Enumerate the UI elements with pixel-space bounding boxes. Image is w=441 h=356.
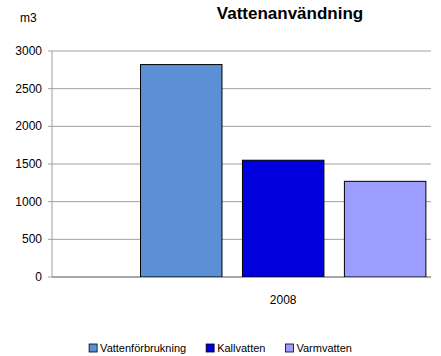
chart-svg: Vattenanvändning m3 0 500 1000 1500 2000 2500 30…	[0, 0, 441, 356]
y-tick-label: 500	[22, 232, 42, 246]
y-tick	[48, 126, 52, 127]
chart-title: Vattenanvändning	[217, 4, 363, 23]
legend-swatch	[285, 344, 293, 352]
bar	[344, 181, 425, 277]
grid-line	[52, 88, 431, 89]
legend-item: Varmvatten	[285, 342, 351, 354]
y-tick	[48, 88, 52, 89]
bar	[140, 65, 221, 277]
y-tick	[48, 51, 52, 52]
y-tick	[48, 277, 52, 278]
y-tick-label: 2000	[15, 119, 42, 133]
y-tick	[48, 201, 52, 202]
bar	[242, 160, 323, 277]
y-tick-label: 3000	[15, 44, 42, 58]
legend-item: Kallvatten	[206, 342, 265, 354]
grid	[48, 51, 431, 277]
y-tick-label: 1500	[15, 157, 42, 171]
y-tick-label: 2500	[15, 82, 42, 96]
y-tick	[48, 164, 52, 165]
legend-item: Vattenförbrukning	[89, 342, 186, 354]
legend-swatch	[89, 344, 97, 352]
grid-line	[52, 51, 431, 52]
bars	[140, 65, 425, 277]
legend-label: Vattenförbrukning	[100, 342, 186, 354]
y-axis-line	[52, 51, 53, 277]
legend-label: Kallvatten	[217, 342, 265, 354]
chart-container: Vattenanvändning m3 0 500 1000 1500 2000 2500 30…	[0, 0, 441, 356]
y-tick-label: 1000	[15, 195, 42, 209]
legend: Vattenförbrukning Kallvatten Varmvatten	[89, 342, 352, 354]
legend-swatch	[206, 344, 214, 352]
legend-label: Varmvatten	[296, 342, 351, 354]
grid-line	[52, 164, 431, 165]
y-tick-label: 0	[35, 270, 42, 284]
y-tick	[48, 239, 52, 240]
y-axis-label: m3	[20, 11, 37, 25]
grid-line	[52, 126, 431, 127]
x-tick-label: 2008	[270, 293, 297, 307]
